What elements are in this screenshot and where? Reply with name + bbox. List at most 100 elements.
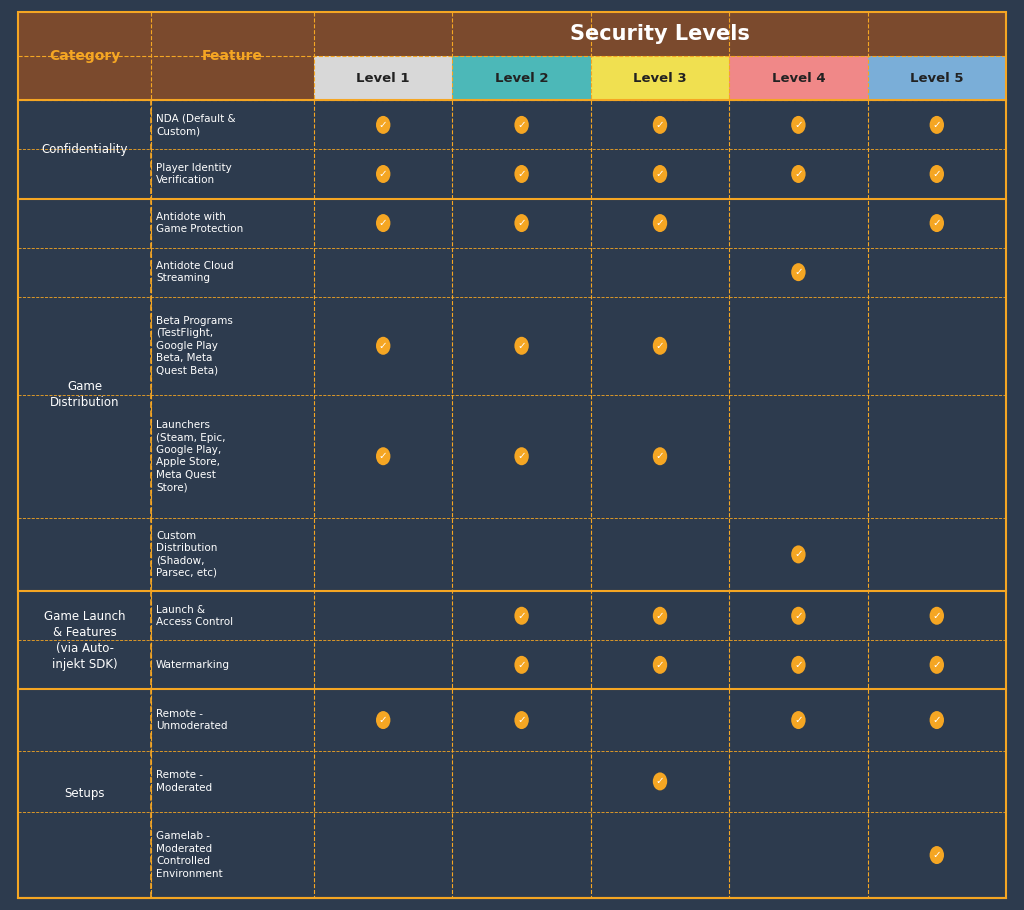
Text: Category: Category bbox=[49, 49, 120, 63]
Bar bbox=[18, 198, 151, 592]
Ellipse shape bbox=[792, 165, 806, 183]
Ellipse shape bbox=[653, 447, 668, 465]
Ellipse shape bbox=[930, 116, 944, 134]
Ellipse shape bbox=[930, 214, 944, 232]
Ellipse shape bbox=[930, 165, 944, 183]
Text: ✓: ✓ bbox=[379, 120, 387, 130]
Text: Beta Programs
(TestFlight,
Google Play
Beta, Meta
Quest Beta): Beta Programs (TestFlight, Google Play B… bbox=[156, 316, 232, 376]
Bar bbox=[591, 56, 729, 100]
Ellipse shape bbox=[653, 214, 668, 232]
Text: Level 1: Level 1 bbox=[356, 72, 410, 85]
Text: ✓: ✓ bbox=[655, 451, 665, 461]
Text: Setups: Setups bbox=[65, 787, 104, 800]
Ellipse shape bbox=[514, 337, 528, 355]
Ellipse shape bbox=[792, 545, 806, 563]
Ellipse shape bbox=[514, 607, 528, 625]
Ellipse shape bbox=[514, 165, 528, 183]
Bar bbox=[314, 56, 453, 100]
Bar bbox=[18, 690, 151, 898]
Bar bbox=[867, 56, 1006, 100]
Text: ✓: ✓ bbox=[379, 218, 387, 228]
Bar bbox=[18, 751, 1006, 812]
Text: Confidentiality: Confidentiality bbox=[41, 143, 128, 156]
Bar bbox=[18, 690, 1006, 751]
Text: Gamelab -
Moderated
Controlled
Environment: Gamelab - Moderated Controlled Environme… bbox=[156, 832, 222, 879]
Bar bbox=[151, 12, 314, 100]
Ellipse shape bbox=[792, 711, 806, 729]
Text: ✓: ✓ bbox=[933, 660, 941, 670]
Bar bbox=[18, 149, 1006, 198]
Bar bbox=[18, 12, 151, 100]
Text: Game Launch
& Features
(via Auto-
injekt SDK): Game Launch & Features (via Auto- injekt… bbox=[44, 610, 125, 671]
Bar bbox=[18, 592, 151, 690]
Bar bbox=[314, 12, 1006, 56]
Text: ✓: ✓ bbox=[379, 715, 387, 725]
Ellipse shape bbox=[653, 116, 668, 134]
Bar bbox=[18, 100, 1006, 149]
Bar bbox=[453, 56, 591, 100]
Ellipse shape bbox=[376, 447, 390, 465]
Ellipse shape bbox=[792, 116, 806, 134]
Ellipse shape bbox=[653, 607, 668, 625]
Bar bbox=[18, 198, 151, 592]
Text: Player Identity
Verification: Player Identity Verification bbox=[156, 163, 231, 185]
Text: ✓: ✓ bbox=[517, 451, 526, 461]
Ellipse shape bbox=[514, 711, 528, 729]
Text: ✓: ✓ bbox=[933, 120, 941, 130]
Text: Level 4: Level 4 bbox=[772, 72, 825, 85]
Text: ✓: ✓ bbox=[794, 715, 803, 725]
Bar bbox=[18, 518, 1006, 592]
Ellipse shape bbox=[376, 116, 390, 134]
Ellipse shape bbox=[792, 263, 806, 281]
Ellipse shape bbox=[514, 116, 528, 134]
Text: ✓: ✓ bbox=[379, 169, 387, 179]
Text: ✓: ✓ bbox=[379, 340, 387, 350]
Bar bbox=[18, 248, 1006, 297]
Text: Security Levels: Security Levels bbox=[570, 24, 750, 44]
Bar bbox=[18, 297, 1006, 395]
Text: ✓: ✓ bbox=[655, 340, 665, 350]
Ellipse shape bbox=[376, 337, 390, 355]
Text: ✓: ✓ bbox=[794, 169, 803, 179]
Text: ✓: ✓ bbox=[655, 120, 665, 130]
Text: ✓: ✓ bbox=[794, 611, 803, 621]
Text: Launch &
Access Control: Launch & Access Control bbox=[156, 604, 233, 627]
Ellipse shape bbox=[376, 214, 390, 232]
Ellipse shape bbox=[376, 165, 390, 183]
Text: Level 3: Level 3 bbox=[633, 72, 687, 85]
Ellipse shape bbox=[930, 607, 944, 625]
Text: ✓: ✓ bbox=[517, 715, 526, 725]
Text: ✓: ✓ bbox=[655, 169, 665, 179]
Text: NDA (Default &
Custom): NDA (Default & Custom) bbox=[156, 114, 236, 136]
Text: ✓: ✓ bbox=[655, 660, 665, 670]
Bar bbox=[18, 395, 1006, 518]
Bar bbox=[18, 690, 151, 898]
Ellipse shape bbox=[930, 711, 944, 729]
Text: ✓: ✓ bbox=[517, 120, 526, 130]
Bar bbox=[18, 100, 151, 198]
Ellipse shape bbox=[930, 656, 944, 673]
Text: ✓: ✓ bbox=[933, 218, 941, 228]
Text: ✓: ✓ bbox=[794, 550, 803, 560]
Ellipse shape bbox=[514, 214, 528, 232]
Ellipse shape bbox=[792, 607, 806, 625]
Ellipse shape bbox=[653, 165, 668, 183]
Ellipse shape bbox=[653, 656, 668, 673]
Text: Watermarking: Watermarking bbox=[156, 660, 230, 670]
Text: ✓: ✓ bbox=[794, 120, 803, 130]
Bar bbox=[18, 641, 1006, 690]
Text: Game
Distribution: Game Distribution bbox=[50, 380, 119, 410]
Bar bbox=[18, 100, 151, 198]
Text: ✓: ✓ bbox=[933, 611, 941, 621]
Bar bbox=[18, 198, 1006, 248]
Ellipse shape bbox=[653, 773, 668, 791]
Text: ✓: ✓ bbox=[517, 660, 526, 670]
Ellipse shape bbox=[376, 711, 390, 729]
Text: ✓: ✓ bbox=[655, 218, 665, 228]
Text: Launchers
(Steam, Epic,
Google Play,
Apple Store,
Meta Quest
Store): Launchers (Steam, Epic, Google Play, App… bbox=[156, 420, 225, 492]
Text: Feature: Feature bbox=[202, 49, 263, 63]
Text: Antidote Cloud
Streaming: Antidote Cloud Streaming bbox=[156, 261, 233, 283]
Bar bbox=[18, 592, 151, 690]
Text: ✓: ✓ bbox=[794, 660, 803, 670]
Text: ✓: ✓ bbox=[655, 611, 665, 621]
